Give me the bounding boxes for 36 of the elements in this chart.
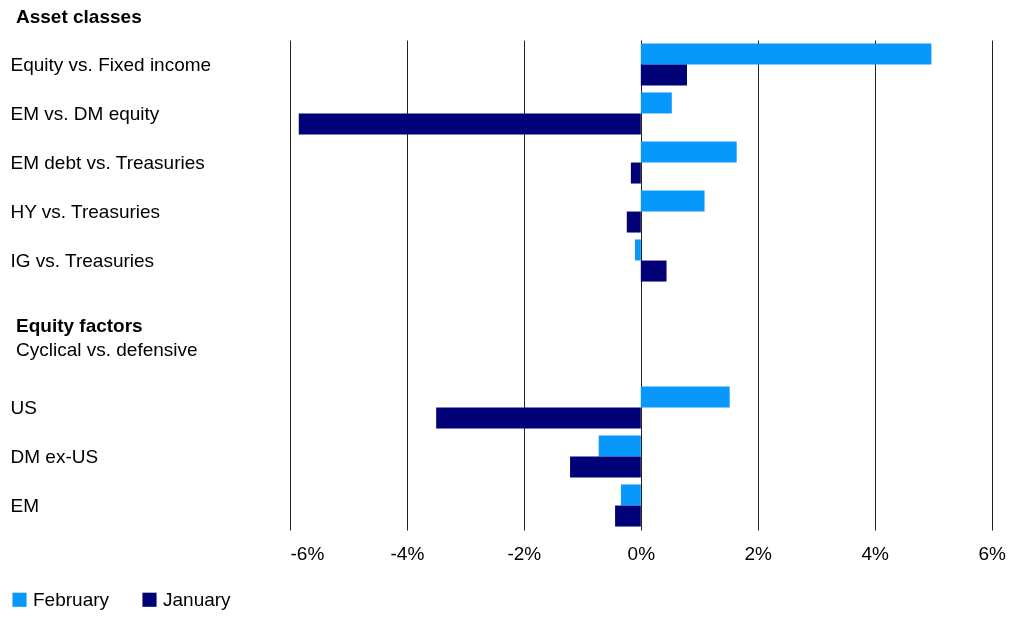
x-tick-label: -6% xyxy=(290,542,325,564)
y-tick-label: IG vs. Treasuries xyxy=(10,249,155,271)
text: Equity factors xyxy=(16,315,143,337)
y-tick-label: EM debt vs. Treasuries xyxy=(10,151,205,173)
bar xyxy=(640,260,667,282)
bar xyxy=(640,141,737,163)
y-tick-label: EM vs. DM equity xyxy=(10,102,160,124)
x-tick-label: 2% xyxy=(744,542,773,564)
y-tick-label: EM xyxy=(10,494,39,516)
bar xyxy=(640,386,730,408)
bar xyxy=(436,407,641,429)
text: Cyclical vs. defensive xyxy=(16,339,198,361)
y-tick-label: US xyxy=(10,396,37,418)
x-tick-label: 4% xyxy=(861,542,890,564)
x-tick-label: 0% xyxy=(627,542,656,564)
y-tick-label: HY vs. Treasuries xyxy=(10,200,161,222)
x-tick-label: 6% xyxy=(978,542,1006,564)
text: Asset classes xyxy=(16,6,142,28)
x-tick-label: -2% xyxy=(507,542,542,564)
bar xyxy=(640,190,705,212)
bar xyxy=(570,456,641,478)
bar xyxy=(630,162,641,184)
bar xyxy=(640,43,932,65)
bar xyxy=(634,239,641,261)
bar xyxy=(298,113,641,135)
bar xyxy=(626,211,641,233)
bar xyxy=(640,92,672,114)
x-tick-label: -4% xyxy=(390,542,425,564)
bar xyxy=(620,484,641,506)
bar xyxy=(598,435,641,457)
bar xyxy=(615,505,641,527)
legend-label: February xyxy=(33,588,110,610)
legend-label: January xyxy=(163,588,232,610)
bar xyxy=(640,64,687,86)
y-tick-label: Equity vs. Fixed income xyxy=(10,53,212,75)
y-tick-label: DM ex-US xyxy=(10,445,99,467)
